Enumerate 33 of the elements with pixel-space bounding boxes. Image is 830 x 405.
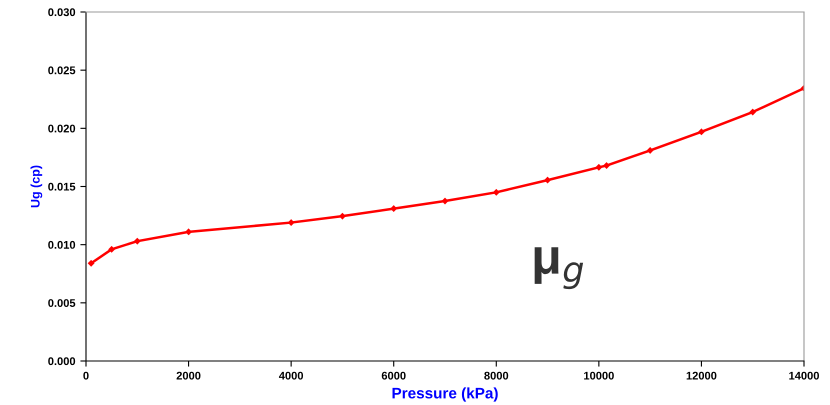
- point: [134, 238, 140, 244]
- point: [596, 164, 602, 170]
- x-tick-label: 8000: [484, 372, 508, 380]
- x-tick-label: 10000: [584, 372, 614, 380]
- x-axis-title: Pressure (kPa): [392, 387, 498, 402]
- y-tick-label: 0.025: [48, 66, 76, 74]
- x-tick-label: 0: [83, 372, 89, 380]
- y-tick-label: 0.010: [48, 240, 76, 249]
- point: [750, 108, 756, 116]
- y-tick-label: 0.030: [48, 8, 76, 16]
- point: [698, 128, 705, 135]
- point: [390, 205, 397, 212]
- point: [544, 176, 551, 184]
- y-tick-label: 0.015: [48, 182, 76, 191]
- point: [442, 198, 448, 204]
- point: [603, 162, 610, 169]
- y-tick-label: 0.005: [48, 299, 76, 307]
- point: [185, 228, 192, 236]
- x-tick-label: 12000: [686, 372, 716, 380]
- point: [108, 246, 115, 252]
- point: [88, 260, 94, 266]
- y-tick-label: 0.020: [48, 124, 76, 132]
- x-tick-label: 14000: [789, 372, 819, 380]
- point: [339, 213, 346, 220]
- x-tick-label: 6000: [382, 372, 406, 380]
- point: [646, 147, 654, 154]
- point: [288, 219, 294, 226]
- annotation: μ$_{g}$: [534, 247, 584, 290]
- x-tick-label: 2000: [176, 372, 200, 380]
- point: [493, 189, 500, 196]
- y-axis-title: Ug (cp): [30, 166, 42, 208]
- y-tick-label: 0.000: [48, 357, 76, 366]
- x-tick-label: 4000: [278, 372, 304, 380]
